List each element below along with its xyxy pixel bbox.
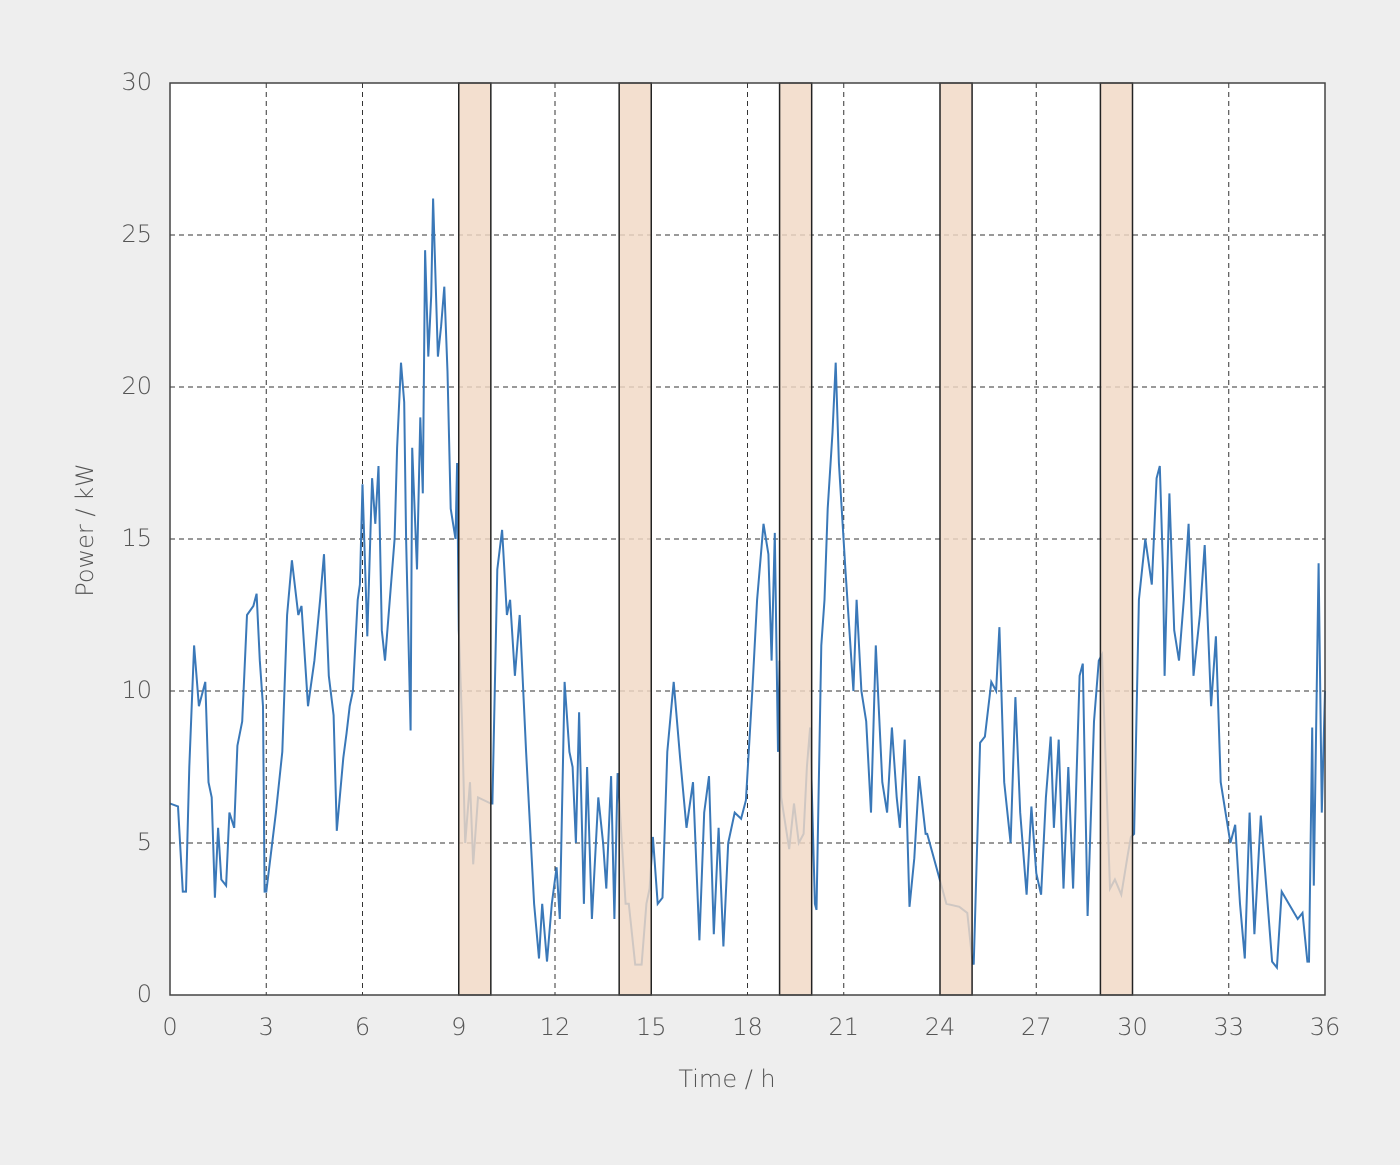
y-tick-label: 10: [121, 676, 152, 704]
x-tick-label: 6: [355, 1013, 370, 1041]
x-tick-label: 24: [925, 1013, 956, 1041]
y-tick-label: 25: [121, 220, 152, 248]
x-tick-label: 33: [1213, 1013, 1244, 1041]
y-axis-label: Power / kW: [71, 463, 99, 597]
x-tick-label: 18: [732, 1013, 763, 1041]
x-tick-label: 12: [540, 1013, 571, 1041]
shaded-region: [458, 82, 492, 996]
shaded-region: [778, 82, 813, 996]
x-tick-label: 27: [1021, 1013, 1052, 1041]
y-tick-label: 30: [121, 68, 152, 96]
x-tick-label: 0: [162, 1013, 177, 1041]
x-axis-label: Time / h: [678, 1065, 775, 1093]
shaded-region: [618, 82, 653, 996]
shaded-region: [939, 82, 973, 996]
y-tick-label: 20: [121, 372, 152, 400]
x-tick-label: 15: [636, 1013, 667, 1041]
shaded-region: [1099, 82, 1134, 996]
x-tick-label: 21: [828, 1013, 859, 1041]
y-tick-label: 5: [137, 828, 152, 856]
x-tick-label: 9: [451, 1013, 466, 1041]
y-tick-label: 0: [137, 980, 152, 1008]
x-tick-label: 30: [1117, 1013, 1148, 1041]
x-tick-label: 36: [1310, 1013, 1341, 1041]
plot-frame: [169, 82, 1326, 996]
y-tick-label: 15: [121, 524, 152, 552]
x-tick-label: 3: [259, 1013, 274, 1041]
